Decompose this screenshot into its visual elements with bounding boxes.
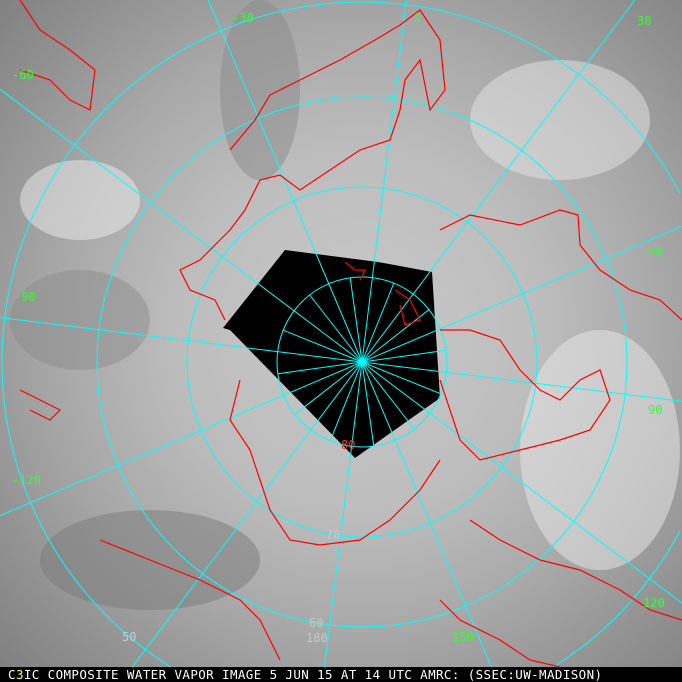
meridian-line [120, 361, 363, 682]
caption-prefix: C [8, 667, 16, 682]
meridian-line-inner [329, 361, 363, 441]
image-caption: C3IC COMPOSITE WATER VAPOR IMAGE 5 JUN 1… [0, 667, 682, 682]
lon-label-minus120: -120 [12, 473, 41, 487]
meridian-line-inner [361, 309, 430, 363]
meridian-line [361, 361, 682, 604]
meridian-line-inner [361, 361, 415, 430]
lat-label-60: 60 [309, 616, 323, 630]
lon-label-90: 90 [648, 403, 662, 417]
lat-label-50: 50 [122, 630, 136, 644]
meridian-line [0, 361, 363, 517]
lon-label-30: 30 [637, 14, 651, 28]
meridian-line-inner [361, 361, 375, 447]
meridian-line [361, 0, 407, 363]
latitude-ring-segment [530, 530, 681, 681]
meridian-line [361, 361, 682, 402]
lon-label-120: 120 [643, 596, 665, 610]
latitude-ring-60 [96, 96, 628, 628]
longitude-labels: -30 0 30 -60 60 -90 90 -120 120 150 180 [12, 11, 665, 645]
meridian-line-inner [361, 349, 447, 363]
meridian-line [322, 361, 363, 682]
meridian-line-inner [277, 361, 363, 375]
meridian-line [361, 361, 499, 682]
lon-label-180: 180 [306, 631, 328, 645]
meridian-line-inner [361, 361, 441, 395]
meridian-line [361, 0, 636, 363]
lon-label-0: 0 [414, 11, 421, 25]
lon-label-60: 60 [648, 245, 662, 259]
meridian-line [361, 225, 682, 363]
meridian-line [0, 317, 363, 363]
frame-number: 3 [15, 667, 24, 682]
meridian-line-inner [294, 361, 363, 415]
lat-label-80: 80 [341, 438, 355, 452]
meridian-line-inner [361, 283, 395, 363]
meridian-line-inner [283, 329, 363, 363]
meridian-line [207, 0, 363, 363]
lon-label-minus60: -60 [12, 68, 34, 82]
caption-text: IC COMPOSITE WATER VAPOR IMAGE 5 JUN 15 … [23, 667, 603, 682]
latitude-ring-70 [186, 186, 538, 538]
latitude-labels: 80 70 60 50 [122, 438, 355, 644]
lon-label-minus90: -90 [14, 290, 36, 304]
meridian-line-inner [349, 277, 363, 363]
meridian-line-inner [309, 294, 363, 363]
meridian-line [0, 88, 363, 363]
lon-label-150: 150 [452, 630, 474, 644]
lon-label-minus30: -30 [232, 11, 254, 25]
coastlines [19, 0, 682, 668]
lat-label-70: 70 [326, 528, 340, 542]
